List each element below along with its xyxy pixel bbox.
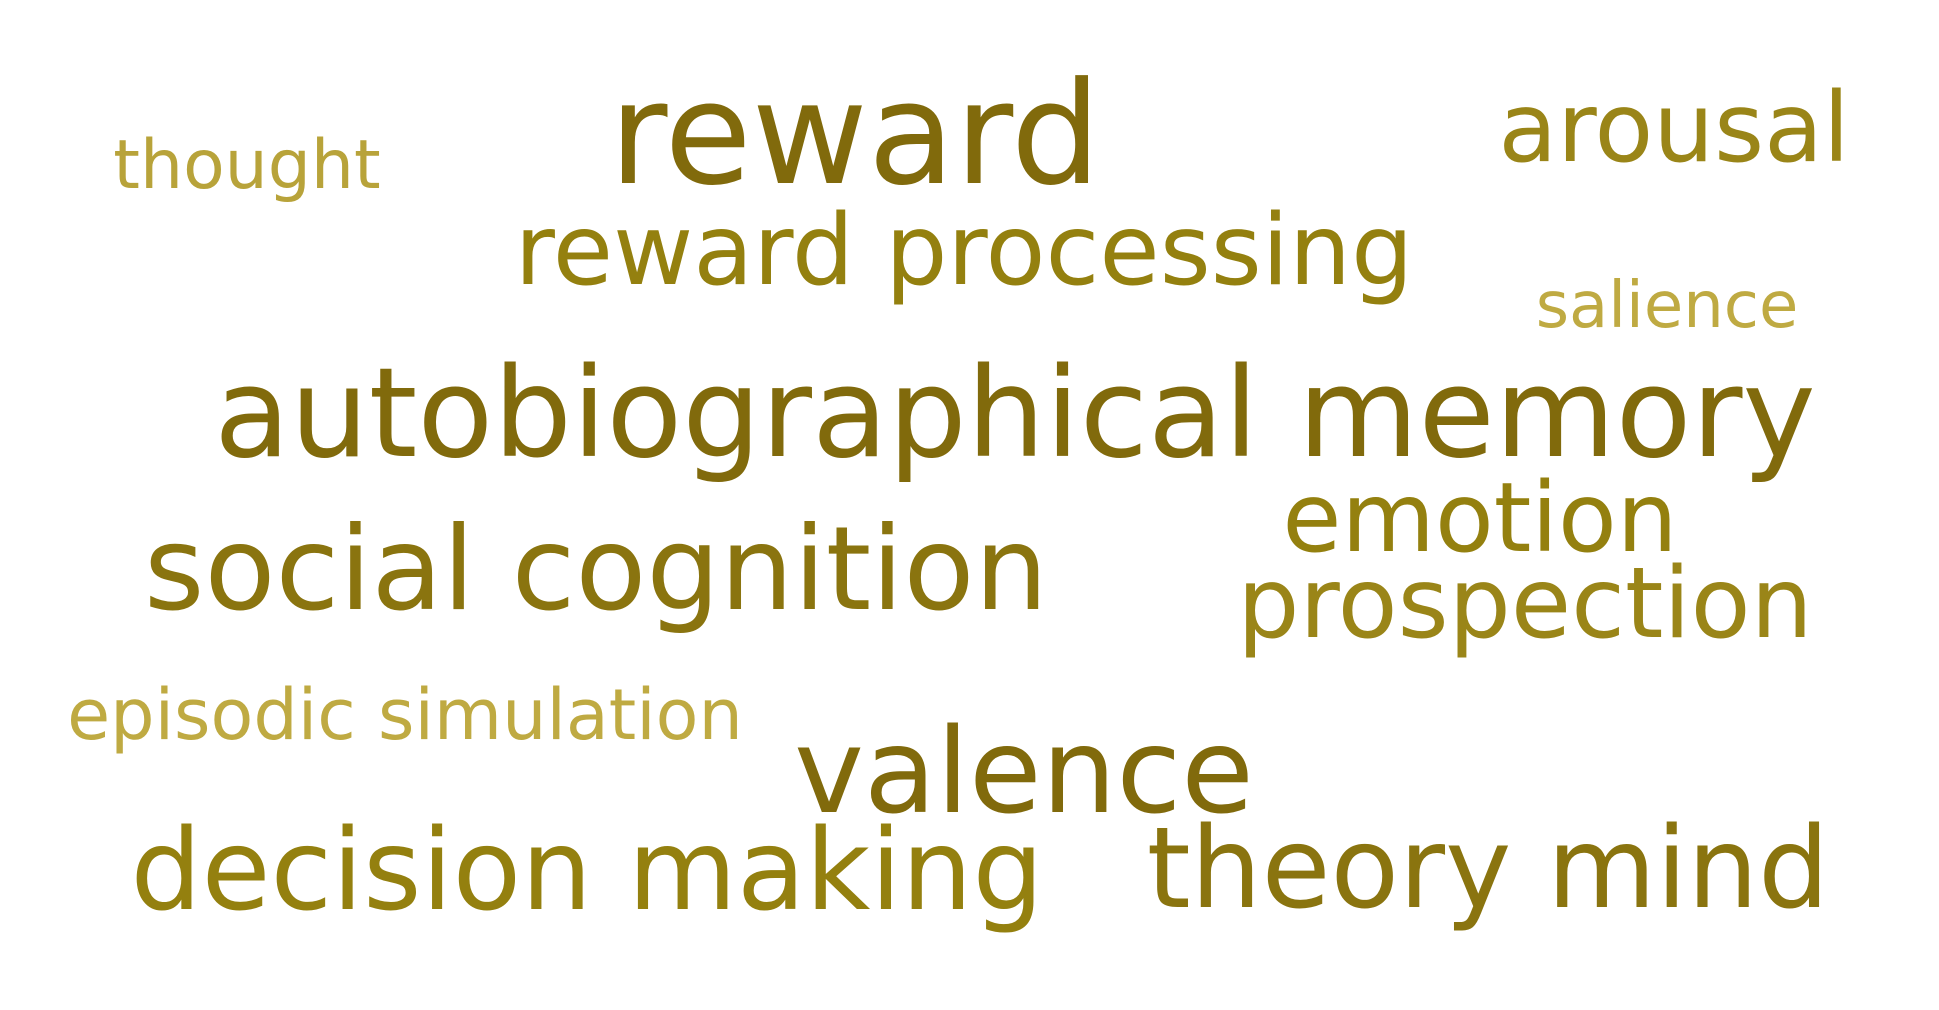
word-reward-processing: reward processing — [514, 194, 1414, 308]
word-emotion: emotion — [1282, 462, 1678, 574]
word-prospection: prospection — [1237, 547, 1813, 661]
word-autobiographical-memory: autobiographical memory — [214, 342, 1816, 486]
word-arousal: arousal — [1498, 72, 1850, 184]
word-social-cognition: social cognition — [144, 502, 1048, 637]
word-thought: thought — [113, 126, 381, 205]
word-episodic-simulation: episodic simulation — [67, 674, 743, 756]
word-valence: valence — [794, 702, 1254, 840]
word-theory-mind: theory mind — [1146, 804, 1830, 934]
word-reward: reward — [609, 52, 1101, 217]
word-decision-making: decision making — [130, 806, 1044, 936]
word-salience: salience — [1535, 269, 1799, 343]
